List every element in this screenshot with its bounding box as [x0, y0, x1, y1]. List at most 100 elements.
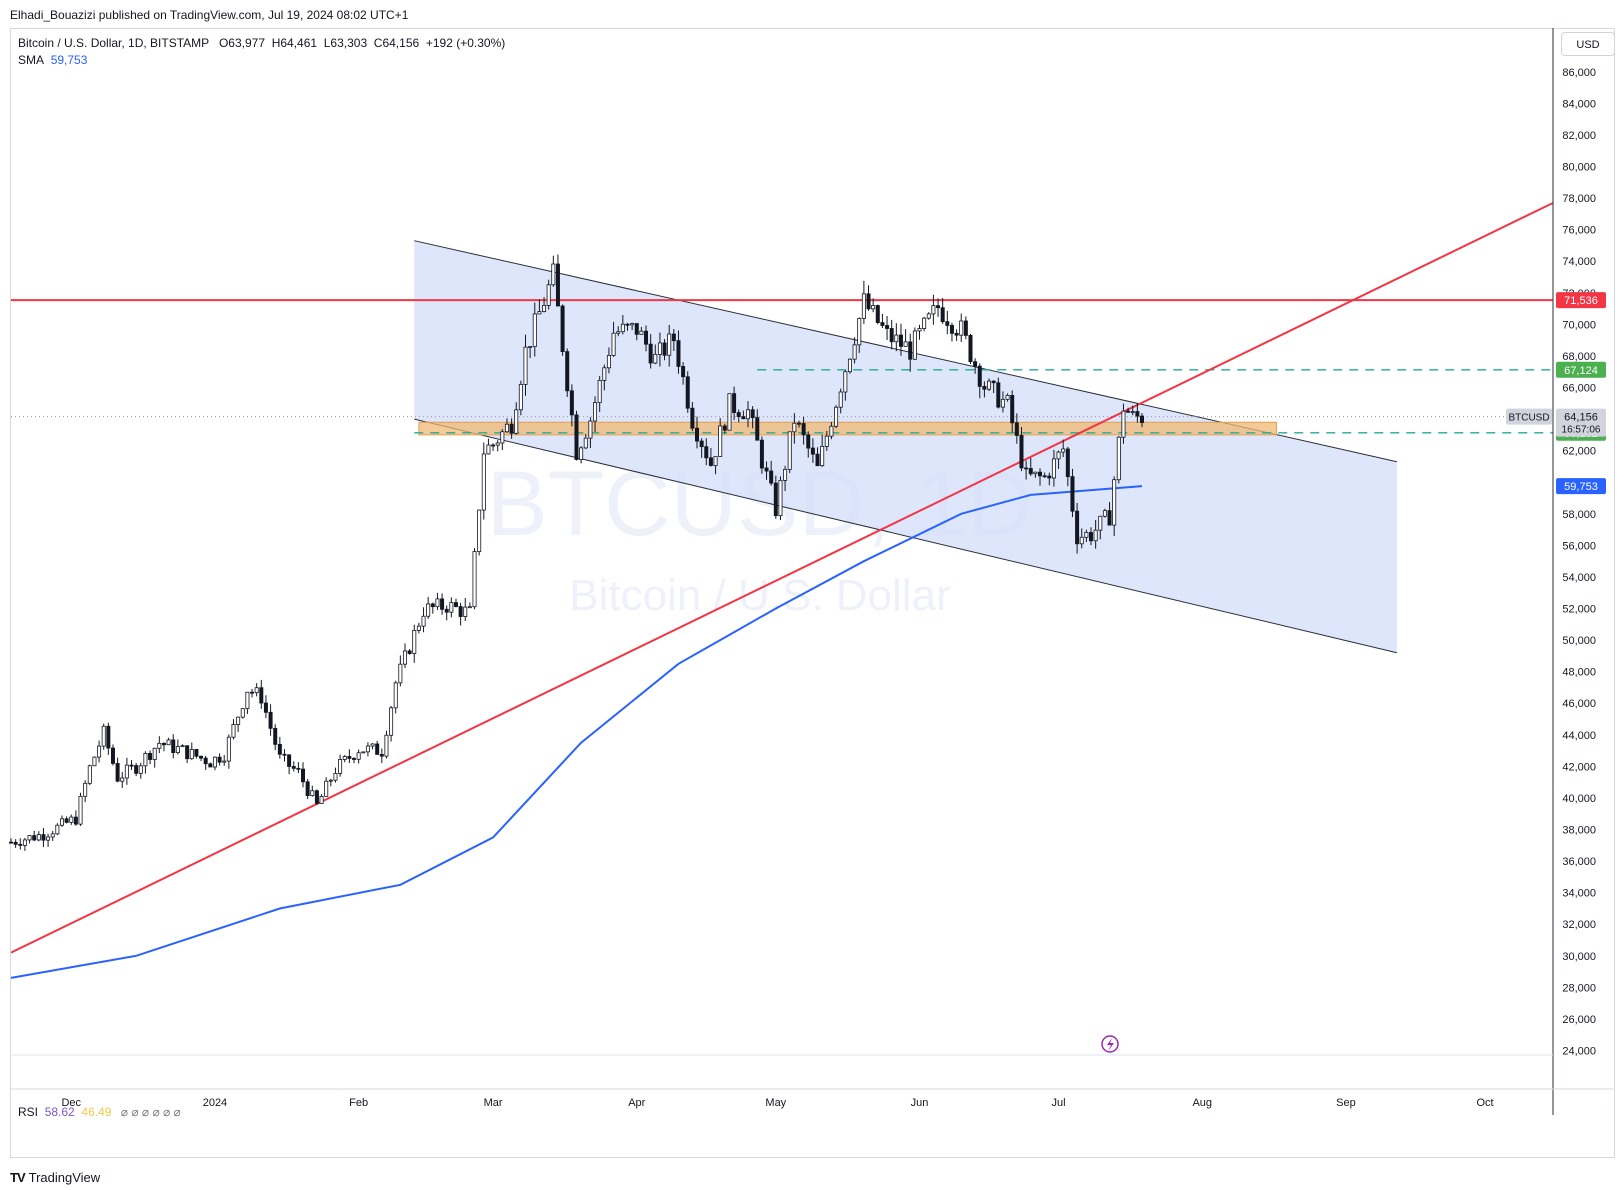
candle-body	[453, 602, 458, 607]
candle-body	[1130, 411, 1135, 413]
candle-body	[574, 414, 579, 460]
legend-sma-label[interactable]: SMA	[18, 53, 45, 67]
candle-body	[1139, 415, 1144, 423]
rsi-legend[interactable]: RSI 58.62 46.49 ⌀ ⌀ ⌀ ⌀ ⌀ ⌀	[18, 1105, 181, 1119]
candle-body	[518, 384, 523, 411]
candle-body	[792, 422, 797, 433]
candle-body	[291, 766, 296, 769]
time-tick-label: Oct	[1476, 1097, 1493, 1109]
price-tick-label: 46,000	[1562, 698, 1596, 710]
price-tick-label: 44,000	[1562, 730, 1596, 742]
candle-body	[338, 759, 343, 774]
price-tick-label: 62,000	[1562, 446, 1596, 458]
candle-body	[152, 747, 157, 760]
candle-body	[565, 351, 570, 392]
candle-body	[1061, 448, 1066, 453]
candle-body	[606, 355, 611, 369]
tradingview-logo-icon: TV	[10, 1170, 26, 1185]
candle-body	[199, 755, 204, 759]
candle-body	[551, 263, 556, 286]
candle-body	[996, 382, 1001, 408]
candle-body	[810, 447, 815, 455]
candle-body	[569, 390, 574, 416]
candle-body	[157, 742, 162, 749]
price-tick-label: 50,000	[1562, 635, 1596, 647]
candle-body	[1024, 467, 1029, 470]
candle-body	[384, 734, 389, 757]
candle-body	[1019, 435, 1024, 469]
candle-body	[324, 780, 329, 797]
candle-body	[528, 346, 533, 348]
candle-body	[889, 328, 894, 343]
candle-body	[704, 446, 709, 459]
chart-frame[interactable]	[10, 28, 1615, 1158]
legend-symbol-row[interactable]: Bitcoin / U.S. Dollar, 1D, BITSTAMP O63,…	[18, 35, 505, 52]
legend-sma-row[interactable]: SMA 59,753	[18, 52, 505, 69]
candle-body	[495, 442, 500, 446]
current-price-bg	[1556, 408, 1606, 437]
candle-body	[1135, 411, 1140, 417]
candle-body	[356, 752, 361, 760]
candle-body	[171, 739, 176, 754]
candle-body	[838, 391, 843, 408]
candle-body	[78, 795, 83, 825]
candle-body	[755, 417, 760, 441]
price-tick-label: 74,000	[1562, 256, 1596, 268]
price-tick-label: 58,000	[1562, 509, 1596, 521]
candle-body	[903, 341, 908, 347]
candle-body	[69, 816, 74, 823]
candle-body	[393, 682, 398, 709]
candle-body	[1042, 475, 1047, 478]
candle-body	[699, 440, 704, 448]
legend-open: O63,977	[218, 36, 266, 50]
candle-body	[22, 839, 27, 846]
candle-body	[398, 663, 403, 684]
legend-symbol[interactable]: Bitcoin / U.S. Dollar, 1D, BITSTAMP	[18, 36, 209, 50]
chart-legend: Bitcoin / U.S. Dollar, 1D, BITSTAMP O63,…	[18, 35, 505, 69]
legend-close: C64,156	[373, 36, 420, 50]
candle-body	[194, 748, 199, 757]
candle-body	[787, 431, 792, 470]
candle-body	[620, 323, 625, 333]
candle-body	[931, 305, 936, 315]
tradingview-logo[interactable]: TV TradingView	[10, 1170, 100, 1185]
candle-body	[389, 707, 394, 736]
candle-body	[486, 444, 491, 455]
price-tick-label: 80,000	[1562, 162, 1596, 174]
candle-body	[667, 333, 672, 356]
candle-body	[509, 423, 514, 434]
currency-selector[interactable]: USD	[1561, 32, 1615, 56]
candle-body	[236, 716, 241, 725]
candle-body	[477, 509, 482, 553]
candle-body	[880, 322, 885, 326]
candle-body	[472, 551, 477, 608]
candle-body	[885, 325, 890, 329]
candle-body	[402, 650, 407, 665]
candle-body	[852, 344, 857, 360]
candle-body	[120, 777, 125, 782]
candle-body	[333, 773, 338, 781]
candle-body	[305, 781, 310, 796]
time-tick-label: Feb	[349, 1097, 368, 1109]
candle-body	[866, 293, 871, 310]
rsi-label[interactable]: RSI	[18, 1105, 39, 1119]
candle-body	[759, 439, 764, 469]
candle-body	[1107, 510, 1112, 526]
candle-body	[273, 727, 278, 745]
candle-body	[834, 406, 839, 427]
candle-body	[1014, 422, 1019, 436]
candle-body	[815, 453, 820, 467]
candle-body	[653, 353, 658, 364]
price-tick-label: 70,000	[1562, 319, 1596, 331]
candle-body	[736, 412, 741, 417]
candle-body	[166, 739, 171, 746]
candle-body	[1089, 532, 1094, 542]
candle-body	[1010, 394, 1015, 424]
candle-body	[449, 602, 454, 613]
candle-body	[829, 425, 834, 437]
candle-body	[185, 745, 190, 760]
time-tick-label: May	[765, 1097, 786, 1109]
candle-body	[254, 687, 259, 694]
price-tick-label: 68,000	[1562, 351, 1596, 363]
